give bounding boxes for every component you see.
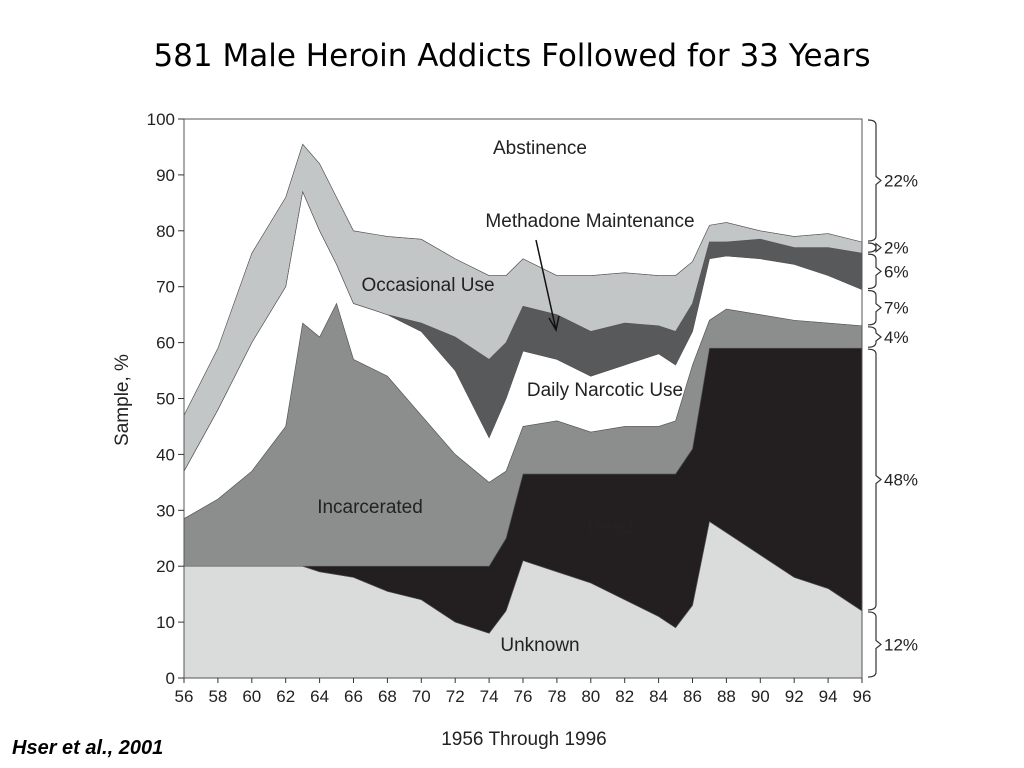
area-label: Incarcerated <box>317 497 423 518</box>
area-label: Methadone Maintenance <box>485 211 694 232</box>
x-tick-label: 82 <box>615 687 634 706</box>
share-label: 48% <box>884 471 918 490</box>
x-tick-label: 78 <box>547 687 566 706</box>
area-label: Occasional Use <box>361 275 494 296</box>
y-tick-label: 70 <box>156 278 175 297</box>
source: Hser et al., 2001 <box>12 737 163 759</box>
area-label: Unknown <box>500 635 579 656</box>
x-tick-label: 72 <box>446 687 465 706</box>
bracket <box>867 253 882 290</box>
y-tick-label: 80 <box>156 222 175 241</box>
share-label: 6% <box>884 262 909 281</box>
x-tick-label: 94 <box>819 687 838 706</box>
y-tick-label: 50 <box>156 390 175 409</box>
bracket <box>867 242 882 253</box>
y-tick-label: 0 <box>166 669 175 688</box>
x-axis-label: 1956 Through 1996 <box>441 729 607 750</box>
share-label: 4% <box>884 328 909 347</box>
y-axis-label: Sample, % <box>112 354 133 446</box>
share-label: 12% <box>884 635 918 654</box>
bracket <box>867 611 882 678</box>
bracket <box>867 119 882 242</box>
share-label: 2% <box>884 239 909 258</box>
y-tick-label: 20 <box>156 557 175 576</box>
x-tick-label: 76 <box>514 687 533 706</box>
x-tick-label: 56 <box>175 687 194 706</box>
y-tick-label: 30 <box>156 501 175 520</box>
bracket <box>867 289 882 326</box>
x-tick-label: 90 <box>751 687 770 706</box>
x-tick-label: 70 <box>412 687 431 706</box>
x-tick-label: 86 <box>683 687 702 706</box>
x-tick-label: 92 <box>785 687 804 706</box>
x-tick-label: 60 <box>242 687 261 706</box>
y-tick-label: 10 <box>156 613 175 632</box>
area-label: Dead <box>587 517 632 538</box>
share-label: 7% <box>884 299 909 318</box>
x-tick-label: 74 <box>480 687 499 706</box>
x-tick-label: 64 <box>310 687 329 706</box>
y-tick-label: 100 <box>147 110 175 129</box>
area-label: Abstinence <box>493 138 587 159</box>
x-tick-label: 62 <box>276 687 295 706</box>
share-label: 22% <box>884 171 918 190</box>
x-tick-label: 96 <box>853 687 872 706</box>
y-tick-label: 60 <box>156 334 175 353</box>
chart-title: 581 Male Heroin Addicts Followed for 33 … <box>153 38 870 74</box>
area-label: Daily Narcotic Use <box>527 380 683 401</box>
x-tick-label: 58 <box>208 687 227 706</box>
x-tick-label: 80 <box>581 687 600 706</box>
y-tick-label: 90 <box>156 166 175 185</box>
x-tick-label: 68 <box>378 687 397 706</box>
x-tick-label: 66 <box>344 687 363 706</box>
arrow <box>535 239 560 333</box>
y-tick-label: 40 <box>156 445 175 464</box>
bracket <box>867 326 882 348</box>
bracket <box>867 348 882 611</box>
x-tick-label: 88 <box>717 687 736 706</box>
x-tick-label: 84 <box>649 687 668 706</box>
